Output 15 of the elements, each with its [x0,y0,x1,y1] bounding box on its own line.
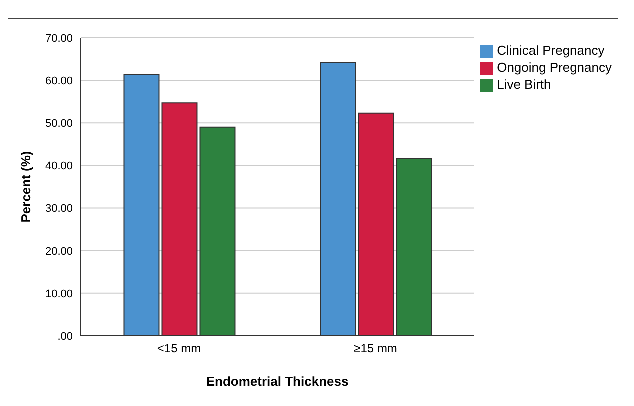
y-tick-label: 60.00 [45,75,73,88]
y-tick-label: 70.00 [45,32,73,45]
y-axis-title: Percent (%) [18,151,34,223]
y-tick-label: 10.00 [45,288,73,300]
y-tick-label: 40.00 [45,160,73,173]
y-tick-label: 20.00 [45,246,73,258]
x-tick-label: ≥15 mm [354,342,398,356]
legend-label: Live Birth [497,77,552,92]
y-tick-label: 50.00 [45,118,73,130]
y-tick-label: 30.00 [45,203,73,216]
x-axis-title: Endometrial Thickness [206,374,349,389]
legend-label: Ongoing Pregnancy [497,60,612,75]
legend-label: Clinical Pregnancy [497,43,605,58]
y-tick-label: .00 [58,330,73,343]
x-tick-label: <15 mm [157,342,202,356]
